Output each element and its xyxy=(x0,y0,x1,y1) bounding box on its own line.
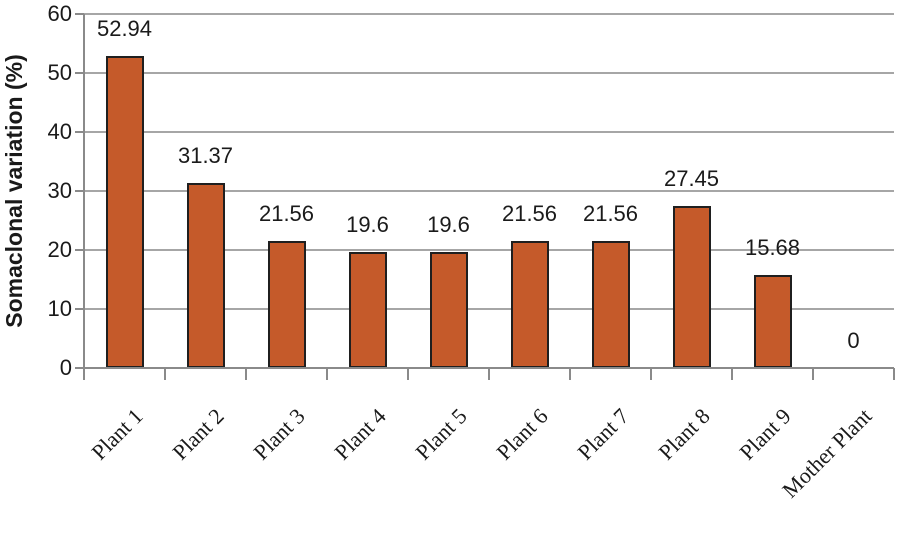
x-tick-label: Plant 8 xyxy=(653,403,715,465)
bar xyxy=(510,240,549,368)
x-axis-tick xyxy=(407,368,409,380)
x-tick-label: Plant 4 xyxy=(329,403,391,465)
y-axis-tick xyxy=(75,249,84,251)
x-axis-tick xyxy=(488,368,490,380)
bar-value-label: 19.6 xyxy=(427,212,470,238)
y-tick-label: 40 xyxy=(47,119,72,144)
gridline xyxy=(84,13,894,15)
x-axis-tick xyxy=(650,368,652,380)
bar xyxy=(348,252,387,368)
y-tick-label: 60 xyxy=(47,1,72,26)
x-tick-label: Plant 7 xyxy=(572,403,634,465)
y-axis-tick xyxy=(75,367,84,369)
x-axis-tick xyxy=(326,368,328,380)
bar xyxy=(591,240,630,368)
x-axis-tick xyxy=(164,368,166,380)
x-axis-tick xyxy=(83,368,85,380)
x-tick-label: Plant 2 xyxy=(167,403,229,465)
gridline xyxy=(84,190,894,192)
bar xyxy=(672,206,711,368)
x-axis-tick xyxy=(731,368,733,380)
x-axis-tick xyxy=(893,368,895,380)
y-axis-tick xyxy=(75,190,84,192)
y-tick-label: 20 xyxy=(47,237,72,262)
bar-value-label: 27.45 xyxy=(663,166,720,192)
x-tick-label: Plant 9 xyxy=(734,403,796,465)
bar xyxy=(105,55,144,368)
x-tick-label: Plant 6 xyxy=(491,403,553,465)
x-tick-label: Plant 3 xyxy=(248,403,310,465)
y-axis-tick xyxy=(75,72,84,74)
gridline xyxy=(84,249,894,251)
y-axis-tick xyxy=(75,131,84,133)
bar-value-label: 21.56 xyxy=(258,200,315,226)
bar xyxy=(186,182,225,368)
bar xyxy=(753,275,792,368)
bar-value-label: 15.68 xyxy=(744,235,801,261)
y-axis-tick xyxy=(75,13,84,15)
x-tick-label: Plant 1 xyxy=(86,403,148,465)
bar xyxy=(267,240,306,368)
y-tick-label: 0 xyxy=(59,355,72,380)
x-tick-label: Plant 5 xyxy=(410,403,472,465)
y-tick-label: 10 xyxy=(47,296,72,321)
gridline xyxy=(84,72,894,74)
bar xyxy=(429,252,468,368)
y-tick-label: 50 xyxy=(47,60,72,85)
y-axis-tick xyxy=(75,308,84,310)
bar-value-label: 0 xyxy=(847,328,860,353)
gridline xyxy=(84,308,894,310)
bar-value-label: 52.94 xyxy=(96,15,153,41)
x-axis-tick xyxy=(812,368,814,380)
x-axis-tick xyxy=(569,368,571,380)
y-axis-line xyxy=(83,14,85,368)
bar-value-label: 31.37 xyxy=(177,142,234,168)
bar-value-label: 21.56 xyxy=(501,200,558,226)
gridline xyxy=(84,131,894,133)
bar-value-label: 21.56 xyxy=(582,200,639,226)
bar-value-label: 19.6 xyxy=(346,212,389,238)
x-axis-tick xyxy=(245,368,247,380)
y-tick-label: 30 xyxy=(47,178,72,203)
